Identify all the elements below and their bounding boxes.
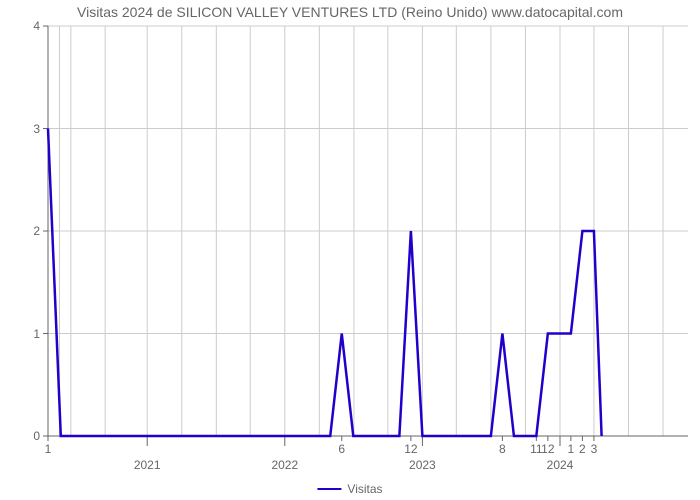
x-year-tick-label: 2023 [409, 458, 436, 472]
y-tick-label: 2 [20, 224, 40, 238]
x-tick-label: 12 [541, 442, 554, 456]
legend-swatch [317, 488, 341, 490]
x-year-tick-label: 2022 [271, 458, 298, 472]
x-year-tick-label: 2021 [134, 458, 161, 472]
y-tick-label: 1 [20, 327, 40, 341]
x-tick-label: 8 [499, 442, 506, 456]
x-tick-label: 12 [404, 442, 417, 456]
chart-container: Visitas 2024 de SILICON VALLEY VENTURES … [0, 0, 700, 500]
y-tick-label: 3 [20, 122, 40, 136]
legend-label: Visitas [347, 482, 382, 496]
chart-legend: Visitas [317, 482, 382, 496]
y-tick-label: 0 [20, 429, 40, 443]
x-tick-label: 3 [591, 442, 598, 456]
x-tick-label: 1 [45, 442, 52, 456]
x-tick-label: 6 [338, 442, 345, 456]
x-year-tick-label: 2024 [547, 458, 574, 472]
line-chart-plot [48, 26, 688, 436]
y-tick-label: 4 [20, 19, 40, 33]
chart-title: Visitas 2024 de SILICON VALLEY VENTURES … [0, 4, 700, 20]
x-tick-label: 2 [579, 442, 586, 456]
x-tick-label: 1 [568, 442, 575, 456]
